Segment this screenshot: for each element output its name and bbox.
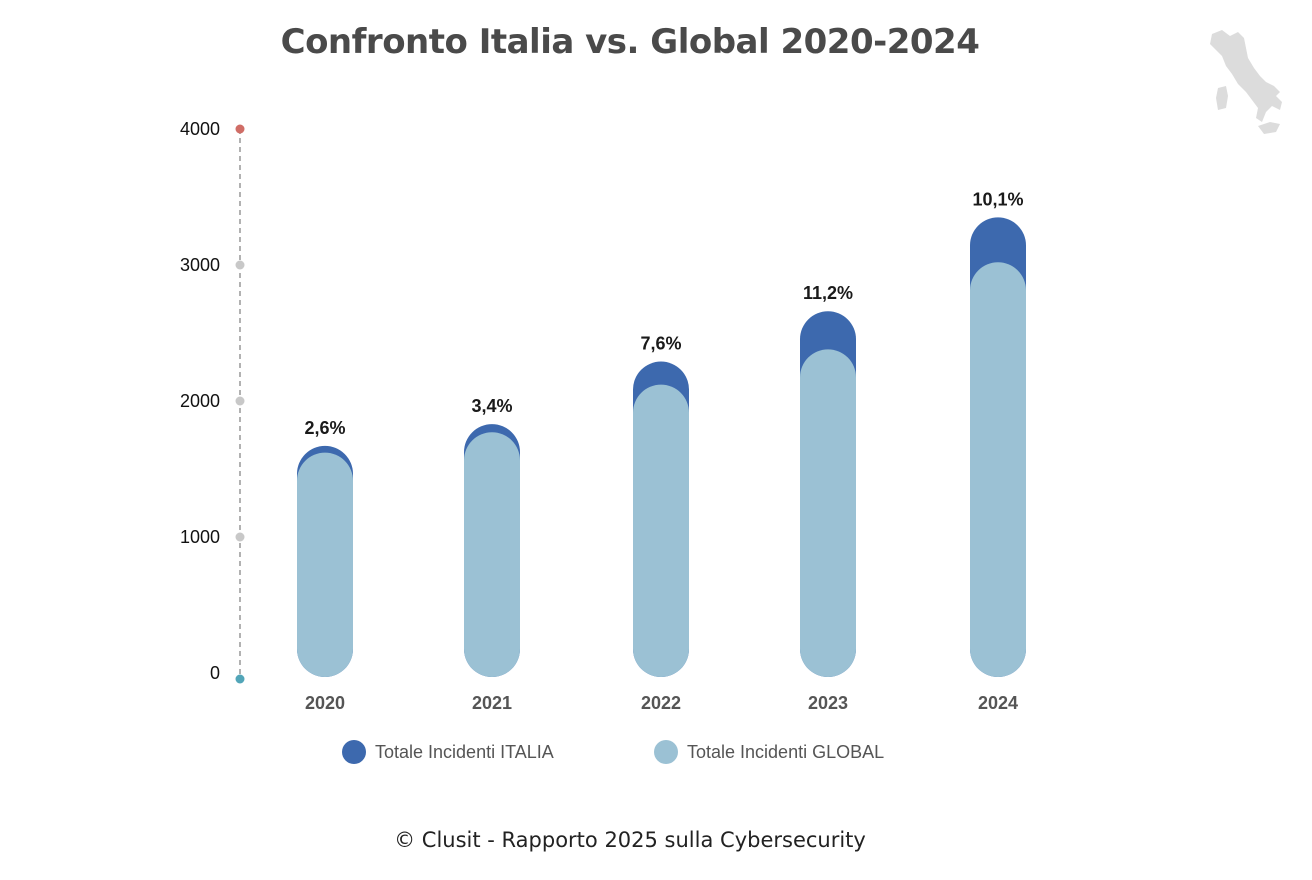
legend-item-global: Totale Incidenti GLOBAL xyxy=(654,740,884,764)
y-axis-dot xyxy=(235,532,245,542)
data-label-2021: 3,4% xyxy=(471,396,512,416)
italy-map-icon xyxy=(1210,30,1282,134)
x-tick-label-2023: 2023 xyxy=(808,693,848,713)
x-tick-label-2021: 2021 xyxy=(472,693,512,713)
data-label-2022: 7,6% xyxy=(640,334,681,354)
x-tick-label-2022: 2022 xyxy=(641,693,681,713)
y-axis-dot xyxy=(235,674,245,684)
y-tick-label: 4000 xyxy=(180,119,220,139)
chart-title: Confronto Italia vs. Global 2020-2024 xyxy=(280,22,980,62)
y-tick-label: 1000 xyxy=(180,527,220,547)
footer-credit: © Clusit - Rapporto 2025 sulla Cybersecu… xyxy=(394,828,866,852)
y-tick-label: 3000 xyxy=(180,255,220,275)
legend-label-italia: Totale Incidenti ITALIA xyxy=(375,741,554,762)
data-label-2023: 11,2% xyxy=(803,283,853,303)
legend-swatch-italia xyxy=(342,740,366,764)
legend: Totale Incidenti ITALIA Totale Incidenti… xyxy=(0,740,1312,770)
legend-label-global: Totale Incidenti GLOBAL xyxy=(687,741,885,762)
legend-item-italia: Totale Incidenti ITALIA xyxy=(342,740,554,764)
bar-global-2022 xyxy=(633,384,689,677)
bar-global-2021 xyxy=(464,432,520,677)
y-axis-dot xyxy=(235,124,245,134)
x-tick-label-2024: 2024 xyxy=(978,693,1018,713)
x-tick-label-2020: 2020 xyxy=(305,693,345,713)
data-label-2020: 2,6% xyxy=(304,418,345,438)
y-axis-dot xyxy=(235,260,245,270)
bar-global-2023 xyxy=(800,349,856,677)
bar-global-2024 xyxy=(970,262,1026,677)
legend-swatch-global xyxy=(654,740,678,764)
data-label-2024: 10,1% xyxy=(972,189,1023,209)
y-axis-dot xyxy=(235,396,245,406)
y-tick-label: 0 xyxy=(210,663,220,683)
y-tick-label: 2000 xyxy=(180,391,220,411)
bar-global-2020 xyxy=(297,452,353,677)
